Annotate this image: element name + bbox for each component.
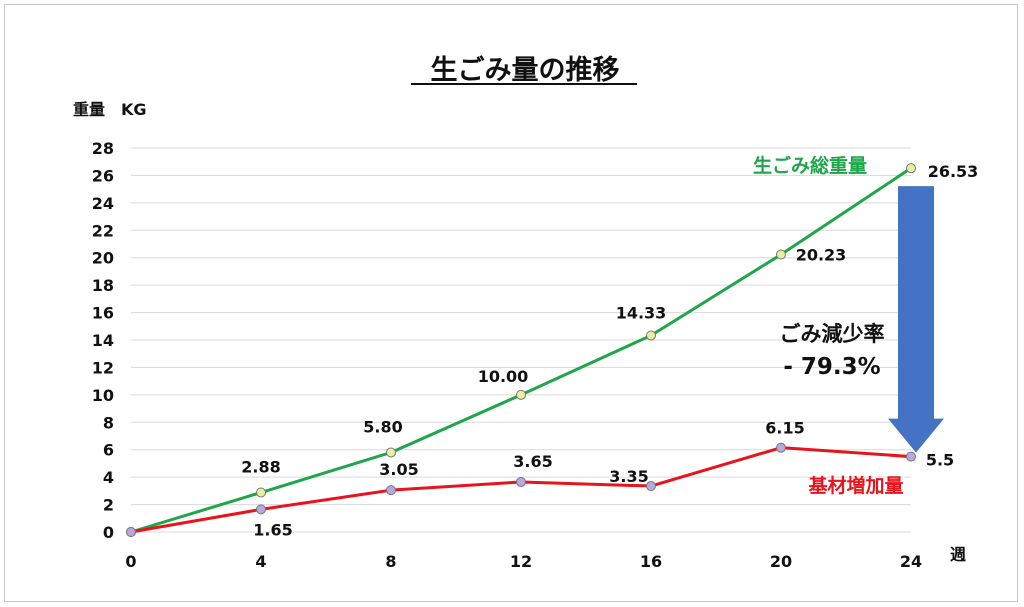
- x-axis-label: 週: [950, 545, 966, 564]
- series-name-base: 基材増加量: [807, 474, 903, 497]
- series-1-point-0: [126, 527, 136, 537]
- data-label-0-20: 20.23: [796, 246, 847, 265]
- x-tick-0: 0: [125, 552, 136, 571]
- series-1-point-12: [516, 476, 526, 487]
- series-0-point-8: [386, 447, 396, 458]
- x-tick-12: 12: [510, 552, 532, 571]
- chart-title: 生ごみ量の推移: [431, 54, 620, 86]
- y-tick-10: 10: [92, 386, 114, 405]
- data-label-0-4: 2.88: [241, 458, 280, 477]
- y-tick-4: 4: [103, 468, 114, 487]
- y-tick-6: 6: [103, 441, 114, 460]
- y-tick-2: 2: [103, 496, 114, 515]
- y-tick-12: 12: [92, 358, 114, 377]
- x-tick-labels: 0 4 8 12 16 20 24: [125, 552, 922, 571]
- y-axis-label: 重量 KG: [73, 100, 147, 119]
- y-tick-22: 22: [92, 221, 114, 240]
- x-tick-16: 16: [640, 552, 662, 571]
- data-label-1-20: 6.15: [765, 419, 804, 438]
- y-tick-28: 28: [92, 139, 114, 158]
- reduction-arrow: [888, 186, 944, 453]
- series-1-point-24: [906, 451, 916, 462]
- series-name-total: 生ごみ総重量: [753, 154, 867, 177]
- data-label-0-24: 26.53: [928, 162, 979, 181]
- series-1-point-4: [256, 504, 266, 515]
- data-label-1-16: 3.35: [609, 467, 648, 486]
- data-label-1-8: 3.05: [379, 460, 418, 479]
- data-label-1-12: 3.65: [513, 452, 552, 471]
- data-label-1-4: 1.65: [253, 520, 292, 539]
- data-label-1-24: 5.5: [926, 451, 954, 470]
- series-0-point-12: [516, 389, 526, 400]
- x-tick-20: 20: [770, 552, 792, 571]
- series-1-point-20: [776, 442, 786, 453]
- y-tick-14: 14: [92, 331, 114, 350]
- reduction-value: - 79.3%: [783, 354, 880, 380]
- data-label-0-16: 14.33: [616, 303, 667, 322]
- y-tick-24: 24: [92, 194, 114, 213]
- grid-lines: [131, 147, 911, 533]
- series-0-point-16: [646, 330, 656, 341]
- data-labels: 2.88 5.80 10.00 14.33 20.23 26.53 1.65 3.05 3.65…: [241, 162, 978, 539]
- series-1-point-16: [646, 481, 656, 492]
- x-tick-8: 8: [385, 552, 396, 571]
- data-label-0-8: 5.80: [363, 417, 402, 436]
- x-tick-24: 24: [900, 552, 922, 571]
- y-tick-0: 0: [103, 523, 114, 542]
- series-0-point-20: [776, 249, 786, 260]
- reduction-arrow-shape: [888, 186, 944, 453]
- series-0-point-24: [906, 163, 916, 174]
- series-layer: [126, 163, 916, 537]
- chart-frame: [4, 4, 1018, 602]
- y-tick-16: 16: [92, 304, 114, 323]
- series-0-point-4: [256, 487, 266, 498]
- y-tick-18: 18: [92, 276, 114, 295]
- y-tick-20: 20: [92, 249, 114, 268]
- x-tick-4: 4: [255, 552, 266, 571]
- y-tick-8: 8: [103, 413, 114, 432]
- data-label-0-12: 10.00: [478, 367, 529, 386]
- series-1-point-8: [386, 485, 396, 496]
- y-tick-26: 26: [92, 166, 114, 185]
- reduction-label: ごみ減少率: [780, 322, 885, 346]
